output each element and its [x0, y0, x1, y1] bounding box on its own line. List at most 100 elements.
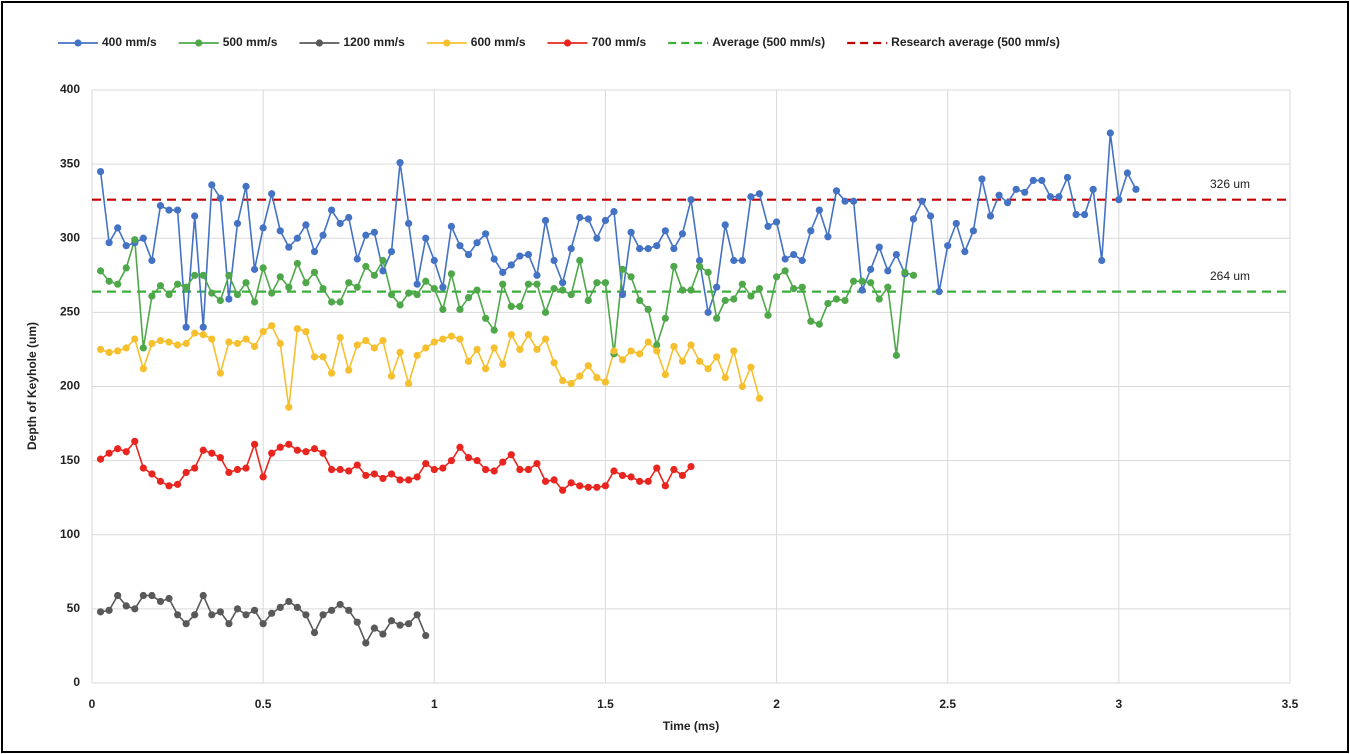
data-point [995, 191, 1003, 199]
data-point [1055, 193, 1063, 201]
data-point [353, 461, 361, 469]
data-point [738, 280, 746, 288]
data-point [379, 336, 387, 345]
data-point [464, 357, 473, 365]
data-point [139, 365, 147, 373]
data-point [353, 618, 361, 626]
legend-label: 700 mm/s [592, 35, 647, 49]
y-tick-label: 100 [60, 527, 80, 541]
data-point [550, 256, 558, 265]
data-point [173, 206, 182, 214]
data-point [927, 212, 935, 220]
data-point [165, 206, 173, 214]
data-point [730, 347, 738, 355]
data-point [541, 216, 550, 225]
data-point [156, 282, 165, 290]
data-point [156, 477, 165, 485]
y-tick-label: 400 [60, 82, 80, 96]
data-point [293, 446, 301, 454]
data-point [618, 290, 627, 299]
data-point [447, 457, 455, 465]
data-point [242, 182, 250, 190]
legend-label: 1200 mm/s [343, 35, 405, 49]
data-point [370, 624, 378, 632]
data-point [601, 216, 610, 225]
data-point [233, 339, 242, 348]
data-point [319, 611, 327, 619]
data-point [550, 476, 558, 484]
data-point [182, 339, 190, 348]
data-point [661, 314, 669, 322]
data-point [524, 280, 533, 288]
data-point [148, 591, 156, 600]
data-point [567, 290, 575, 299]
data-point [798, 256, 806, 265]
data-point [1098, 256, 1106, 265]
data-point [268, 289, 276, 297]
data-point [105, 348, 113, 357]
data-point [670, 262, 678, 271]
data-point [250, 606, 259, 614]
data-point [122, 264, 130, 272]
data-point [336, 298, 344, 306]
data-point [1123, 169, 1132, 177]
data-point [353, 341, 361, 349]
data-point [1063, 173, 1072, 182]
data-point [721, 296, 729, 305]
data-point [524, 331, 533, 339]
data-point [387, 372, 396, 380]
series-line [99, 132, 1137, 328]
data-point [122, 602, 130, 610]
data-point [721, 221, 729, 229]
data-point [199, 446, 207, 454]
data-point [362, 639, 370, 647]
legend-marker [74, 39, 82, 47]
data-point [182, 620, 190, 628]
data-point [105, 239, 113, 247]
data-point [738, 256, 746, 265]
data-point [747, 363, 755, 371]
data-point [396, 476, 404, 484]
data-point [507, 451, 515, 459]
data-point [131, 236, 139, 244]
data-point [456, 443, 464, 451]
data-point [233, 465, 242, 474]
data-point [781, 267, 789, 275]
data-point [473, 457, 481, 465]
data-point [96, 167, 105, 176]
data-point [627, 347, 635, 355]
data-point [96, 455, 105, 463]
x-tick-label: 2.5 [939, 697, 956, 711]
data-point [704, 365, 712, 373]
data-point [336, 333, 344, 342]
data-point [310, 353, 319, 361]
data-point [618, 356, 627, 364]
data-point [199, 331, 207, 339]
data-point [781, 255, 789, 263]
data-point [285, 243, 293, 251]
data-point [661, 482, 669, 490]
data-point [165, 594, 173, 603]
data-point [755, 190, 764, 198]
data-point [1072, 210, 1080, 219]
data-point [148, 339, 156, 348]
data-point [593, 279, 601, 287]
data-point [225, 468, 233, 477]
data-point [268, 322, 276, 330]
data-point [559, 286, 567, 294]
data-point [148, 292, 156, 300]
y-tick-label: 250 [60, 305, 80, 319]
data-point [233, 290, 242, 299]
data-point [507, 261, 515, 269]
data-point [362, 471, 370, 480]
data-point [695, 256, 704, 265]
x-axis-title: Time (ms) [663, 719, 719, 733]
data-point [978, 175, 986, 183]
data-point [1004, 199, 1012, 207]
legend-label: 400 mm/s [102, 35, 157, 49]
data-point [464, 293, 473, 302]
data-point [293, 325, 301, 333]
data-point [499, 268, 507, 276]
data-point [233, 219, 242, 228]
data-point [430, 338, 438, 346]
